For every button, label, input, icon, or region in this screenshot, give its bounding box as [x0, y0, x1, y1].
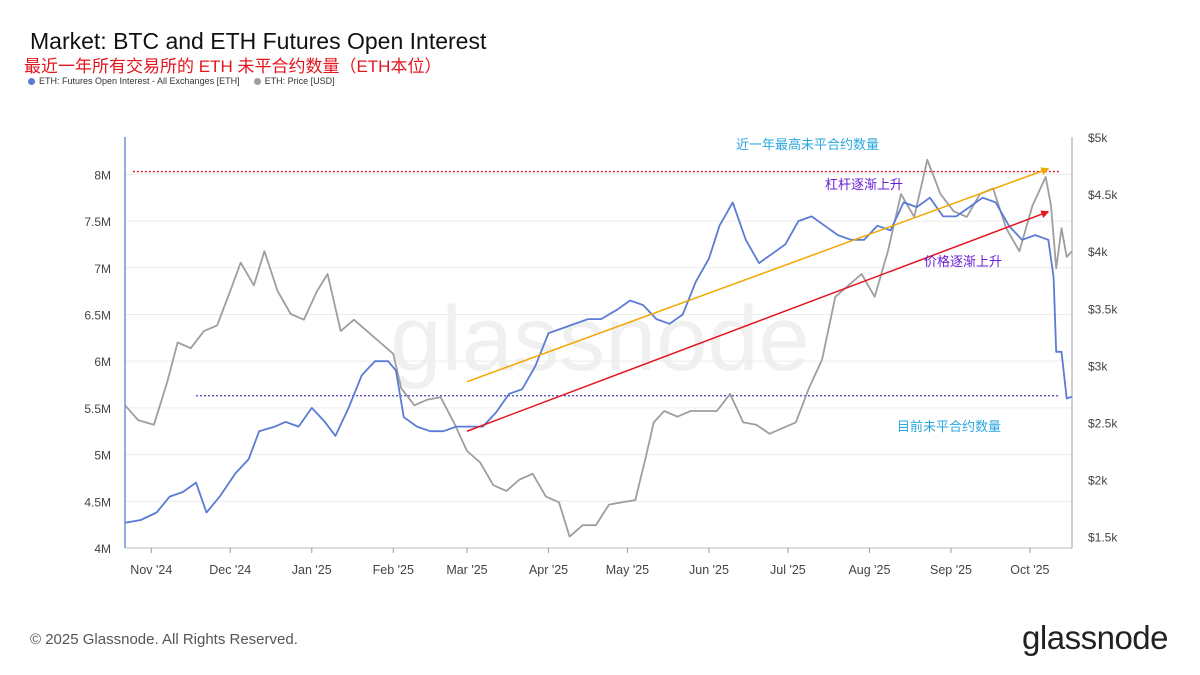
x-tick-label: Sep '25	[930, 563, 972, 577]
legend-label-open-interest: ETH: Futures Open Interest - All Exchang…	[39, 76, 240, 86]
x-axis: Nov '24 Dec '24 Jan '25 Feb '25 Mar '25 Apr '…	[125, 547, 1072, 577]
glassnode-logo[interactable]: glassnode	[1022, 619, 1168, 656]
x-tick-label: Jun '25	[689, 563, 729, 577]
y-right-tick-label: $2.5k	[1088, 416, 1118, 430]
trend-arrows	[466, 167, 1050, 432]
x-tick-label: Jul '25	[770, 563, 806, 577]
y-left-tick-label: 6M	[94, 355, 111, 369]
y-right-tick-label: $5k	[1088, 131, 1108, 145]
y-right-tick-label: $1.5k	[1088, 531, 1118, 545]
legend-dot-price	[253, 77, 261, 85]
y-left-tick-label: 7.5M	[84, 215, 111, 229]
x-tick-label: Apr '25	[529, 563, 568, 577]
x-tick-label: Mar '25	[446, 563, 487, 577]
y-right-tick-label: $3k	[1088, 359, 1108, 373]
legend-item-open-interest[interactable]: ETH: Futures Open Interest - All Exchang…	[28, 76, 240, 86]
y-right-tick-label: $4.5k	[1088, 188, 1118, 202]
chart-subtitle: 最近一年所有交易所的 ETH 未平合约数量（ETH本位）	[24, 57, 442, 76]
y-left-tick-label: 5M	[94, 449, 111, 463]
trend-arrow	[466, 167, 1050, 383]
trend-arrow	[466, 210, 1050, 432]
x-tick-label: Aug '25	[848, 563, 890, 577]
annotation-label: 杠杆逐渐上升	[825, 177, 903, 193]
x-tick-label: May '25	[606, 563, 649, 577]
series-line-price	[124, 158, 1073, 538]
y-right-tick-label: $3.5k	[1088, 302, 1118, 316]
legend-label-price: ETH: Price [USD]	[264, 76, 335, 86]
y-left-tick-label: 6.5M	[84, 308, 111, 322]
watermark: glassnode	[390, 288, 809, 390]
y-left-tick-label: 4M	[94, 542, 111, 556]
grid-layer	[125, 173, 1072, 549]
legend-dot-open-interest	[28, 77, 35, 85]
y-left-tick-label: 5.5M	[84, 402, 111, 416]
annotation-label: 近一年最高未平合约数量	[736, 137, 879, 153]
y-axis-left: 4M 4.5M 5M 5.5M 6M 6.5M 7M 7.5M 8M	[84, 137, 126, 556]
y-left-tick-label: 8M	[94, 168, 111, 182]
annotation-label: 目前未平合约数量	[897, 419, 1001, 435]
y-right-tick-label: $2k	[1088, 474, 1108, 488]
chart-title: Market: BTC and ETH Futures Open Interes…	[30, 28, 487, 54]
x-tick-label: Oct '25	[1010, 563, 1049, 577]
x-tick-label: Feb '25	[373, 563, 414, 577]
legend-item-price[interactable]: ETH: Price [USD]	[253, 76, 335, 86]
annotation-label: 价格逐渐上升	[924, 254, 1002, 270]
chart-legend: ETH: Futures Open Interest - All Exchang…	[28, 76, 349, 86]
x-tick-label: Dec '24	[209, 563, 251, 577]
y-right-tick-label: $4k	[1088, 245, 1108, 259]
y-left-tick-label: 4.5M	[84, 495, 111, 509]
x-tick-label: Jan '25	[292, 563, 332, 577]
y-left-tick-label: 7M	[94, 262, 111, 276]
y-axis-right: $1.5k $2k $2.5k $3k $3.5k $4k $4.5k $5k	[1071, 131, 1118, 548]
x-tick-label: Nov '24	[130, 563, 172, 577]
series-layer	[124, 158, 1073, 538]
copyright-text: © 2025 Glassnode. All Rights Reserved.	[30, 631, 298, 648]
series-line-open-interest	[124, 196, 1073, 524]
